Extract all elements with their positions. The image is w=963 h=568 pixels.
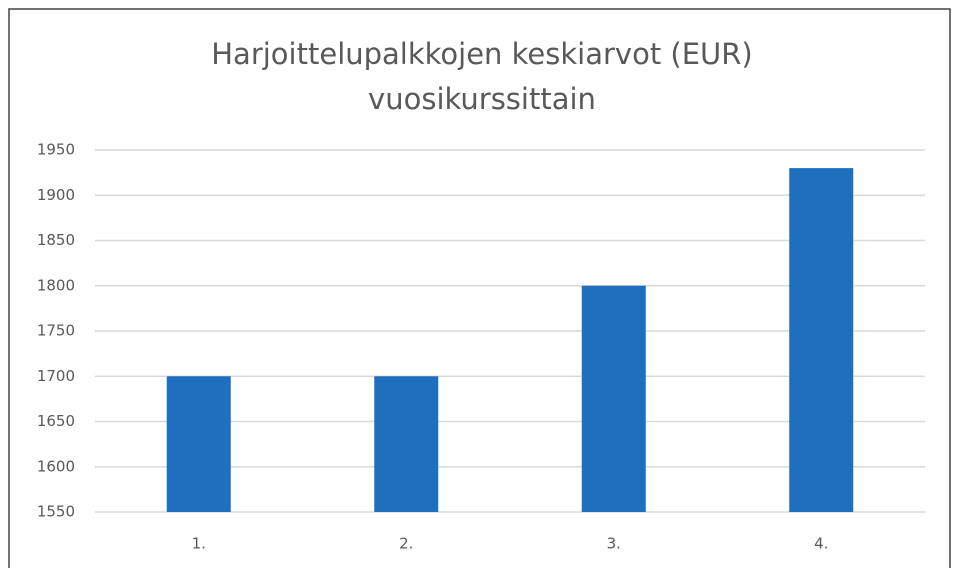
- y-tick-label: 1800: [37, 276, 75, 294]
- y-tick-label: 1750: [37, 322, 75, 340]
- bar: [166, 376, 231, 512]
- y-tick-label: 1900: [37, 186, 75, 204]
- x-tick-label: 1.: [192, 535, 206, 553]
- bar: [581, 285, 646, 512]
- y-tick-label: 1550: [37, 503, 75, 521]
- chart-title: vuosikurssittain: [368, 82, 596, 116]
- bar: [789, 168, 854, 512]
- bar: [374, 376, 439, 512]
- x-tick-label: 4.: [814, 535, 828, 553]
- x-tick-label: 3.: [607, 535, 621, 553]
- y-tick-label: 1600: [37, 457, 75, 475]
- y-tick-label: 1950: [37, 141, 75, 159]
- y-tick-label: 1650: [37, 412, 75, 430]
- chart-title: Harjoittelupalkkojen keskiarvot (EUR): [211, 37, 752, 71]
- y-tick-label: 1700: [37, 367, 75, 385]
- x-tick-label: 2.: [399, 535, 413, 553]
- y-tick-label: 1850: [37, 231, 75, 249]
